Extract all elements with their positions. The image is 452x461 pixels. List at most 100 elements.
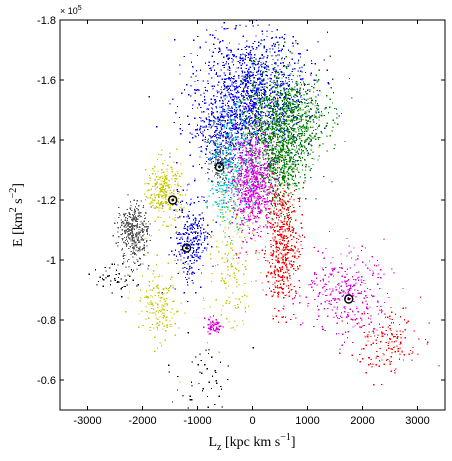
data-point [260,209,263,212]
data-point [274,98,277,100]
data-point [239,189,242,191]
data-point [216,323,218,326]
data-point [248,185,251,187]
data-point [222,134,224,136]
data-point [305,93,308,95]
data-point [272,108,274,110]
data-point [200,117,202,119]
data-point [377,276,379,279]
data-point [293,117,295,119]
data-point [240,167,242,169]
data-point [274,148,277,150]
data-point [203,232,205,234]
data-point [303,84,306,86]
data-point [260,103,262,105]
data-point [276,175,278,177]
data-point [306,116,308,118]
data-point [255,175,257,178]
data-point [177,272,179,275]
data-point [247,80,249,83]
data-point [297,100,299,102]
data-point [292,250,294,252]
data-point [298,182,300,184]
data-point [188,94,190,96]
data-point [250,144,252,146]
data-point [253,105,255,107]
data-point [307,305,309,307]
data-point [177,190,179,193]
data-point [271,132,274,134]
data-point [257,136,260,138]
data-point [253,166,255,168]
data-point [292,193,294,196]
data-point [304,148,307,150]
data-point [358,322,360,324]
data-point [326,294,328,297]
data-point [263,47,265,49]
data-point [242,219,244,222]
data-point [224,219,226,222]
data-point [253,204,256,206]
data-point [284,165,287,168]
data-point [231,178,234,180]
data-point [286,160,288,163]
data-point [244,58,246,60]
data-point [215,322,217,324]
data-point [270,110,272,113]
data-point [230,129,232,131]
data-point [247,190,249,192]
data-point [348,245,350,247]
data-point [303,94,305,96]
data-point [271,71,273,74]
data-point [257,113,259,115]
data-point [176,204,178,206]
data-point [244,188,247,190]
data-point [212,323,214,326]
data-point [377,301,379,303]
data-point [285,172,287,174]
data-point [296,117,298,119]
data-point [233,146,235,148]
data-point [237,177,239,179]
data-point [274,108,276,110]
data-point [309,97,311,99]
data-point [221,203,223,205]
data-point [300,149,303,151]
data-point [251,154,254,156]
data-point [174,288,176,290]
data-point [228,87,231,89]
data-point [225,174,227,177]
data-point [250,198,252,201]
data-point [269,186,271,188]
data-point [330,274,332,276]
data-point [235,148,237,150]
data-point [244,71,246,73]
data-point [289,103,291,106]
data-point [286,120,289,122]
data-point [258,207,260,209]
data-point [212,329,214,331]
data-point [260,128,262,130]
data-point [199,129,201,131]
data-point [218,184,220,186]
data-point [243,157,246,160]
data-point [271,126,273,128]
data-point [238,143,240,146]
data-point [285,107,287,109]
data-point [274,204,276,206]
data-point [363,279,365,282]
data-point [368,260,371,262]
data-point [277,71,279,73]
data-point [208,61,210,63]
data-point [252,195,254,197]
data-point [274,160,276,162]
data-point [182,267,184,269]
data-point [234,119,236,122]
data-point [311,85,313,88]
data-point [227,69,229,71]
data-point [237,178,239,180]
data-point [259,81,261,83]
data-point [196,124,199,126]
data-point [234,81,236,83]
data-point [229,185,231,187]
